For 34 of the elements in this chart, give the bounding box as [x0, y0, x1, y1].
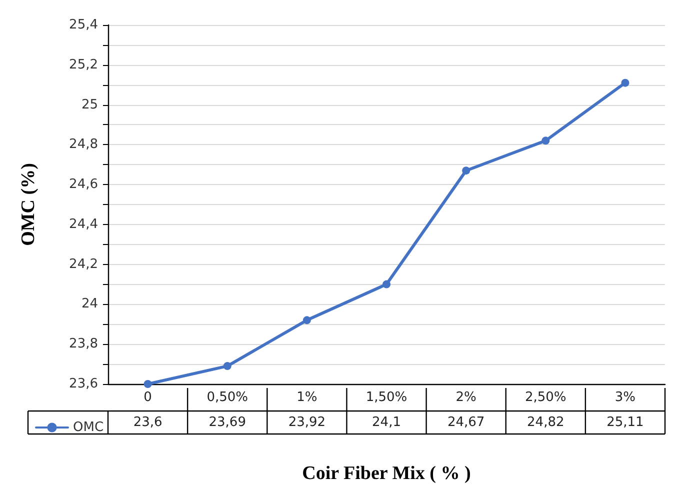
data-label: 25,11	[606, 415, 644, 430]
data-label: 23,69	[208, 415, 246, 430]
data-label: 23,6	[133, 415, 162, 430]
point	[223, 362, 232, 370]
data-label: 24,82	[527, 415, 564, 430]
y-tick-label: 24,6	[69, 177, 98, 192]
x-tick-label: 2%	[456, 390, 476, 405]
x-axis-title: Coir Fiber Mix ( % )	[302, 463, 471, 484]
x-tick-label: 0	[144, 390, 152, 405]
y-tick-label: 24	[81, 296, 98, 312]
x-tick-label: 2,50%	[524, 390, 566, 405]
point	[144, 380, 152, 388]
point	[621, 78, 630, 87]
point	[542, 136, 550, 145]
x-tick-label: 3%	[614, 390, 636, 405]
y-tick-label: 23,6	[69, 376, 98, 392]
data-label: 24,1	[372, 415, 401, 430]
data-label: 23,92	[288, 415, 326, 430]
y-tick-label: 24,8	[69, 137, 98, 152]
point	[302, 316, 311, 324]
data-label: 24,67	[447, 415, 485, 430]
x-tick-label: 1%	[296, 390, 318, 405]
y-tick-label: 25	[81, 97, 98, 112]
y-axis-title: OMC (%)	[18, 163, 39, 246]
point	[382, 280, 390, 288]
y-tick-label: 25,2	[69, 57, 98, 72]
y-tick-label: 23,8	[69, 336, 98, 352]
x-tick-label: 1,50%	[366, 390, 408, 405]
y-tick-label: 24,2	[69, 256, 98, 272]
point	[462, 166, 470, 175]
y-tick-label: 24,4	[69, 216, 98, 232]
y-tick-label: 25,4	[69, 18, 98, 32]
x-tick-label: 0,50%	[206, 390, 248, 405]
legend-label: OMC	[73, 420, 104, 435]
